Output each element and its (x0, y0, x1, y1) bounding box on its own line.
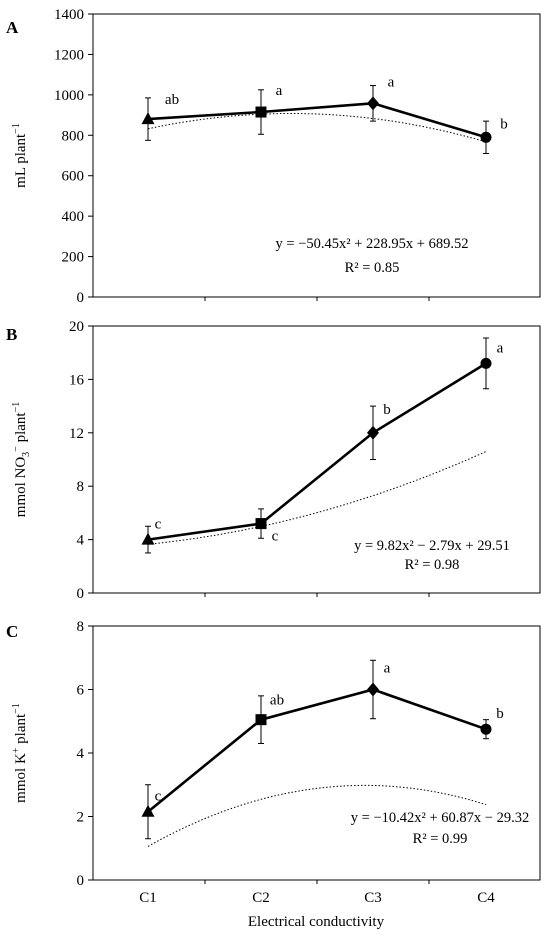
x-tick-label: C2 (252, 890, 270, 906)
significance-letter: ab (165, 92, 179, 108)
significance-letter: a (497, 340, 504, 356)
y-tick-label: 1000 (54, 88, 84, 104)
y-tick-label: 20 (69, 319, 84, 335)
y-tick-label: 4 (77, 746, 85, 762)
fit-equation: y = −50.45x² + 228.95x + 689.52 (276, 236, 469, 252)
r-squared: R² = 0.99 (413, 831, 468, 847)
y-tick-label: 400 (62, 209, 85, 225)
plot-frame (92, 13, 541, 298)
point-diamond (367, 682, 379, 697)
point-triangle (141, 804, 155, 817)
significance-letter: c (155, 789, 162, 805)
y-tick-label: 800 (62, 128, 85, 144)
r-squared: R² = 0.85 (345, 260, 400, 276)
point-square (255, 714, 267, 726)
x-tick-label: C1 (139, 890, 157, 906)
y-tick-label: 8 (77, 479, 85, 495)
trend-line (147, 113, 487, 143)
y-tick-label: 4 (77, 533, 85, 549)
series-line (147, 688, 487, 813)
point-circle (480, 131, 492, 143)
y-tick-label: 600 (62, 169, 85, 185)
x-tick-label: C4 (477, 890, 495, 906)
significance-letter: a (276, 83, 283, 99)
plot-frame (92, 625, 541, 881)
point-circle (480, 357, 492, 369)
y-axis-label: mL plant−1 (11, 123, 29, 188)
x-axis-label: Electrical conductivity (248, 914, 385, 930)
significance-letter: ab (270, 693, 284, 709)
y-tick-label: 8 (77, 619, 85, 635)
y-tick-label: 200 (62, 250, 85, 266)
panel-letter: C (6, 622, 18, 641)
y-tick-label: 16 (69, 372, 85, 388)
point-square (255, 518, 267, 530)
significance-letter: c (155, 517, 162, 533)
y-tick-label: 12 (69, 426, 84, 442)
point-square (255, 106, 267, 118)
trend-line (147, 451, 487, 545)
series-line (147, 362, 487, 541)
y-tick-label: 0 (77, 290, 85, 306)
significance-letter: a (384, 661, 391, 677)
y-tick-label: 1400 (54, 7, 84, 23)
panel-B: B 0 4 8 12 16 20 mmol NO3− plant−1 c c b a y = 9.82x… (6, 319, 541, 602)
x-tick-label: C3 (364, 890, 382, 906)
panel-letter: B (6, 325, 17, 344)
trend-line (147, 784, 487, 847)
fit-equation: y = −10.42x² + 60.87x − 29.32 (351, 810, 529, 826)
series-line (147, 101, 487, 139)
point-triangle (141, 112, 155, 125)
y-axis-label: mmol K+ plant−1 (11, 703, 29, 803)
significance-letter: a (388, 74, 395, 90)
y-tick-label: 0 (77, 586, 85, 602)
significance-letter: b (496, 706, 504, 722)
point-diamond (367, 425, 379, 440)
y-tick-label: 6 (77, 683, 85, 699)
significance-letter: c (272, 529, 279, 545)
point-triangle (141, 532, 155, 545)
y-axis-label: mmol NO3− plant−1 (11, 402, 32, 517)
significance-letter: b (500, 116, 508, 132)
panel-letter: A (6, 18, 19, 37)
significance-letter: b (383, 402, 391, 418)
y-tick-label: 0 (77, 873, 85, 889)
point-diamond (367, 96, 379, 111)
point-circle (480, 723, 492, 735)
fit-equation: y = 9.82x² − 2.79x + 29.51 (354, 538, 510, 554)
y-tick-label: 1200 (54, 47, 84, 63)
y-tick-label: 2 (77, 810, 85, 826)
r-squared: R² = 0.98 (405, 557, 460, 573)
